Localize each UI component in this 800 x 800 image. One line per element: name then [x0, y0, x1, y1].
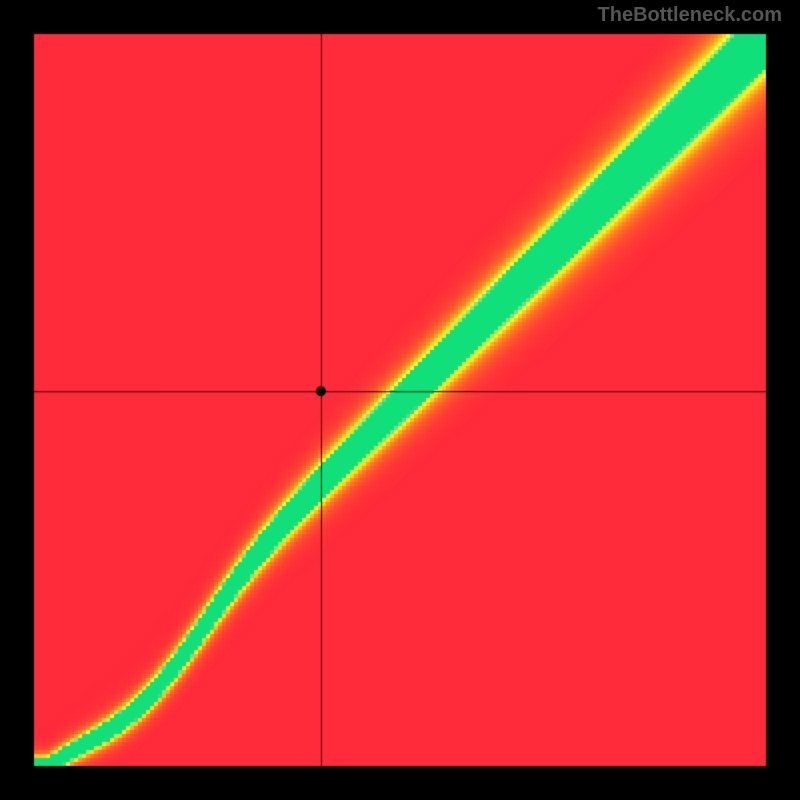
bottleneck-heatmap: [0, 0, 800, 800]
watermark-text: TheBottleneck.com: [598, 4, 782, 27]
